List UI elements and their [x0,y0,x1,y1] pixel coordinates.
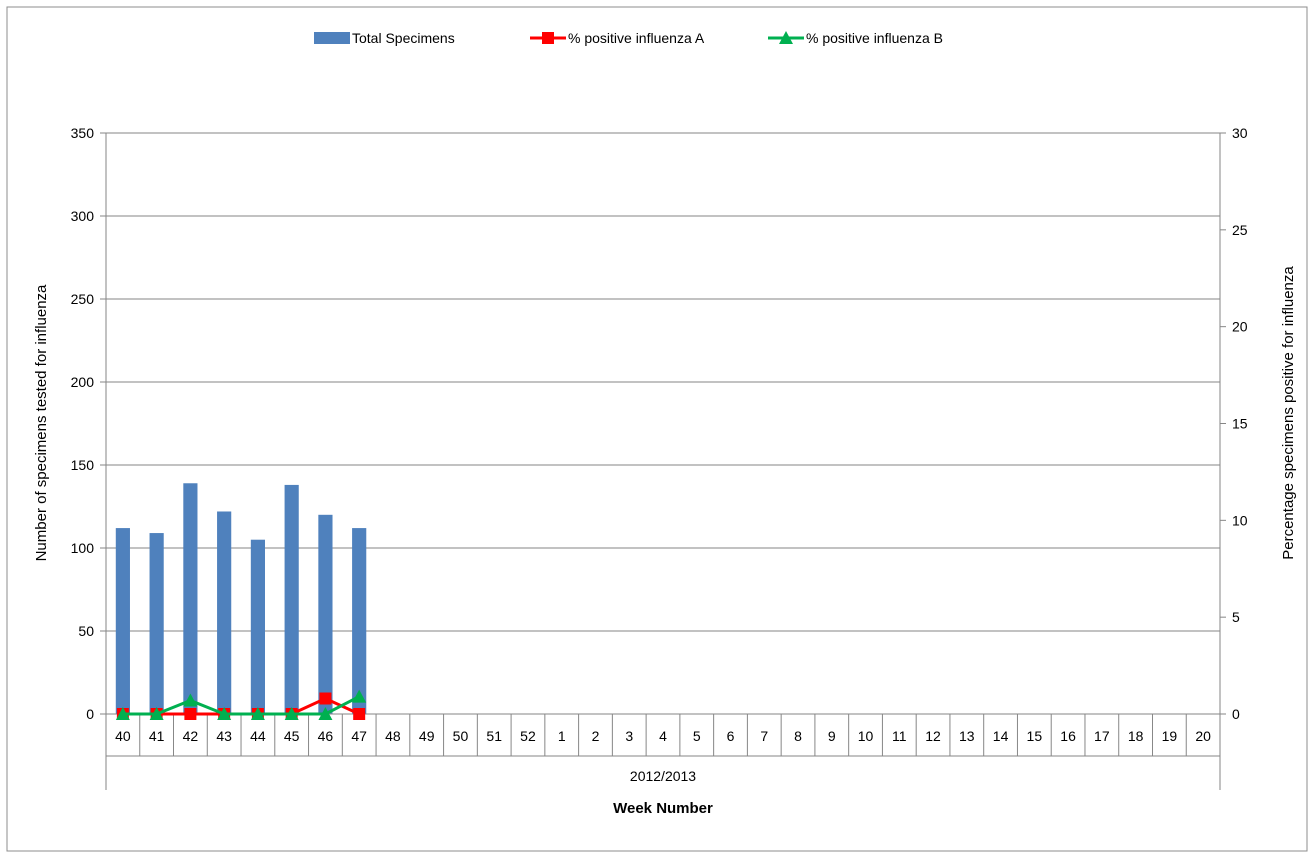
bar [352,528,367,714]
x-tick-label: 1 [558,728,566,744]
x-tick-label: 11 [892,728,907,744]
y-tick-label-left: 0 [86,706,94,722]
legend: Total Specimens % positive influenza A % p… [314,30,943,46]
y-axis-title-left: Number of specimens tested for influenza [33,284,50,561]
legend-item: % positive influenza A [530,30,705,46]
y-tick-label-right: 0 [1232,706,1240,722]
point [352,689,367,703]
x-tick-label: 13 [959,728,975,744]
bar [115,528,130,714]
legend-item: % positive influenza B [768,30,943,46]
x-tick-label: 3 [625,728,633,744]
bar [284,484,299,714]
y-tick-label-left: 350 [71,125,95,141]
x-tick-label: 12 [925,728,941,744]
y-tick-label-left: 200 [71,374,95,390]
point [318,707,333,720]
y-tick-label-left: 300 [71,208,95,224]
point [184,708,197,720]
x-tick-label: 19 [1162,728,1178,744]
point [183,693,198,707]
legend-swatch [314,32,350,44]
chart-border [6,6,1308,852]
point [284,707,299,720]
x-tick-label: 4 [659,728,667,744]
x-tick-label: 16 [1060,728,1076,744]
axes [100,132,1226,790]
point [353,708,366,720]
bar [318,514,333,714]
x-tick-label: 7 [760,728,768,744]
bar [183,483,198,714]
x-tick-label: 47 [351,728,367,744]
legend-label: Total Specimens [352,30,455,46]
x-tick-label: 43 [216,728,232,744]
point [542,32,554,44]
lines [115,689,367,720]
y-tick-label-right: 20 [1232,319,1248,335]
point [319,692,332,705]
legend-label: % positive influenza A [568,30,705,46]
x-tick-label: 18 [1128,728,1144,744]
point [250,707,265,720]
y-axis-title-right: Percentage specimens positive for influe… [1280,266,1297,560]
y-tick-label-right: 10 [1232,512,1248,528]
x-tick-label: 14 [993,728,1009,744]
y-tick-label-left: 100 [71,540,95,556]
x-tick-label: 52 [520,728,536,744]
x-tick-label: 9 [828,728,836,744]
x-tick-label: 41 [149,728,165,744]
y-tick-label-left: 250 [71,291,95,307]
x-tick-label: 45 [284,728,300,744]
x-tick-label: 10 [858,728,874,744]
point [217,707,232,720]
point [149,707,164,720]
bars [115,483,367,714]
season-label: 2012/2013 [630,768,696,784]
legend-item: Total Specimens [314,30,455,46]
y-tick-label-right: 5 [1232,609,1240,625]
y-tick-label-left: 150 [71,457,95,473]
x-tick-label: 51 [486,728,502,744]
x-tick-label: 8 [794,728,802,744]
x-tick-label: 44 [250,728,266,744]
x-axis-title: Week Number [613,800,713,817]
point [779,31,793,44]
bar [250,539,265,714]
x-tick-label: 50 [453,728,469,744]
y-tick-label-right: 15 [1232,416,1248,432]
x-tick-label: 20 [1195,728,1211,744]
legend-label: % positive influenza B [806,30,943,46]
bar [217,511,232,714]
y-tick-label-right: 25 [1232,222,1248,238]
x-tick-label: 40 [115,728,131,744]
x-tick-label: 49 [419,728,435,744]
x-tick-label: 6 [727,728,735,744]
x-tick-label: 5 [693,728,701,744]
x-tick-label: 42 [183,728,199,744]
series-line [122,695,360,716]
x-tick-label: 17 [1094,728,1110,744]
x-tick-label: 15 [1027,728,1043,744]
x-tick-label: 2 [592,728,600,744]
bar [149,533,164,714]
x-tick-label: 48 [385,728,401,744]
y-tick-label-right: 30 [1232,125,1248,141]
x-tick-label: 46 [318,728,334,744]
point [115,707,130,720]
y-tick-label-left: 50 [78,623,94,639]
